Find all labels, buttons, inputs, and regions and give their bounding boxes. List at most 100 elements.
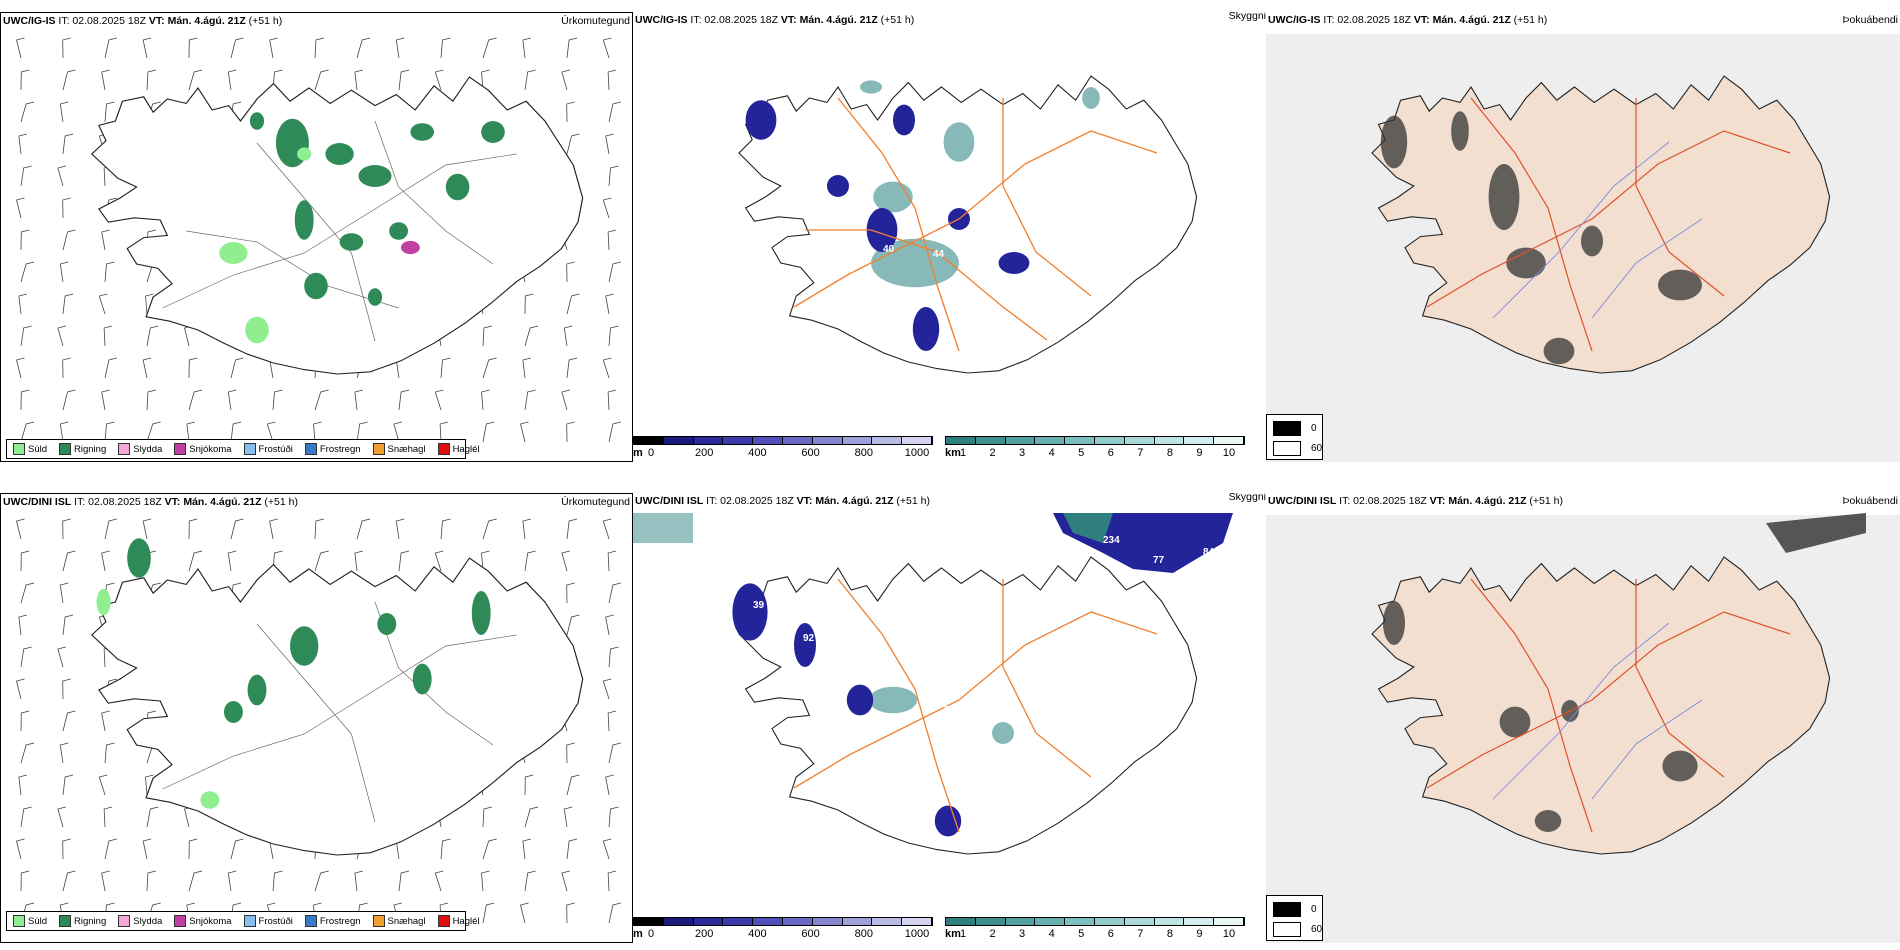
wind-barb: [602, 838, 612, 860]
panel-visibility-bottom: 234 77 84 60 39 58 92 70 30 85 55 53 12 Skyggni UWC/…: [633, 493, 1266, 943]
wind-barb: [101, 389, 110, 411]
visibility-value-label: 70: [943, 705, 955, 716]
wind-barb: [602, 357, 612, 379]
panel-precip-type-bottom: UWC/DINI ISL IT: 02.08.2025 18Z VT: Mán.…: [0, 493, 633, 943]
wind-barb: [566, 742, 575, 764]
panel-title: UWC/IG-IS IT: 02.08.2025 18Z VT: Mán. 4.…: [1268, 14, 1548, 26]
panel-right-title: Skyggni: [1228, 493, 1266, 503]
wind-barb: [566, 902, 575, 924]
wind-barb: [146, 69, 156, 91]
wind-barb: [101, 229, 110, 251]
wind-barb: [566, 261, 575, 283]
colorbar-tick: 400: [748, 447, 767, 459]
wind-barb: [566, 357, 578, 379]
colorbar-tick: 1000: [904, 447, 930, 459]
wind-barb: [62, 69, 76, 91]
panel-title: UWC/IG-IS IT: 02.08.2025 18Z VT: Mán. 4.…: [3, 15, 283, 27]
wind-barb: [269, 37, 278, 59]
wind-barb: [608, 325, 619, 347]
wind-barb: [16, 197, 25, 219]
wind-barb: [266, 421, 276, 443]
wind-barb: [20, 101, 35, 123]
legend-item: Frostúði: [243, 443, 293, 455]
wind-barb: [314, 550, 329, 572]
colorbar-tick: 4: [1048, 447, 1055, 459]
wind-barb: [20, 229, 30, 251]
wind-barb: [566, 421, 575, 443]
wind-barb: [62, 37, 71, 59]
wind-barb: [18, 293, 27, 315]
colorbar-tick: 9: [1196, 447, 1203, 459]
colorbar-tick: 8: [1166, 447, 1173, 459]
visibility-colorbar-m: m 0 200 400 600 800 1000: [633, 917, 938, 943]
wind-barb: [524, 325, 539, 347]
colorbar-tick: 3: [1019, 447, 1026, 459]
wind-barb: [20, 742, 35, 764]
wind-barb: [62, 614, 74, 636]
wind-barb: [524, 389, 536, 411]
legend-swatch: [372, 915, 385, 927]
legend-swatch: [174, 443, 187, 455]
wind-barb: [101, 69, 110, 91]
visibility-value-label: 73: [1003, 279, 1015, 290]
wind-barb: [20, 69, 30, 91]
colorbar-tick: 10: [1222, 447, 1236, 459]
visibility-value-label: 85: [723, 815, 735, 826]
wind-barb: [186, 421, 195, 443]
legend-label: Rigning: [74, 915, 107, 927]
legend-item: Frostúði: [243, 915, 293, 927]
wind-barb: [188, 69, 203, 91]
wind-barb: [101, 870, 110, 892]
wind-barb: [482, 357, 497, 379]
wind-barb: [393, 421, 402, 443]
panel-right-title: Úrkomutegund: [561, 15, 630, 27]
wind-barb: [566, 614, 580, 636]
panel-title: UWC/DINI ISL IT: 02.08.2025 18Z VT: Mán.…: [3, 496, 298, 508]
legend-item: Rigning: [59, 915, 106, 927]
visibility-map-bottom: 234 77 84 60 39 58 92 70 30 85 55 53 12: [633, 513, 1233, 886]
panel-right-title: Þokuábendi: [1842, 14, 1898, 26]
wind-barb: [561, 389, 570, 411]
wind-barb: [146, 870, 156, 892]
wind-barb: [608, 902, 621, 924]
visibility-colorbar-m: m 0 200 400 600 800 1000: [633, 436, 938, 462]
panel-fog-top: UWC/IG-IS IT: 02.08.2025 18Z VT: Mán. 4.…: [1266, 12, 1900, 462]
panel-fog-bottom: UWC/DINI ISL IT: 02.08.2025 18Z VT: Mán.…: [1266, 493, 1900, 943]
wind-barb: [62, 229, 76, 251]
legend-swatch: [13, 915, 25, 927]
wind-barb: [395, 37, 405, 59]
wind-barb: [602, 678, 612, 700]
panel-title: UWC/IG-IS IT: 02.08.2025 18Z VT: Mán. 4.…: [635, 14, 915, 26]
wind-barb: [62, 678, 71, 700]
colorbar-unit: m: [633, 447, 643, 459]
legend-label: Slydda: [133, 443, 163, 455]
colorbar-tick: 0: [647, 928, 655, 940]
legend-item: Slydda: [118, 915, 162, 927]
wind-barb: [605, 614, 614, 636]
wind-barb: [482, 902, 495, 924]
visibility-value-label: 53: [913, 875, 925, 886]
colorbar-unit: km: [945, 928, 961, 940]
wind-barb: [607, 710, 617, 732]
legend-swatch: [304, 915, 317, 927]
legend-swatch: [437, 443, 450, 455]
colorbar-tick: 4: [1048, 928, 1055, 940]
wind-barb: [481, 870, 490, 892]
colorbar-tick: 7: [1137, 928, 1144, 940]
visibility-value-label: 28: [923, 354, 935, 365]
wind-barb: [524, 550, 536, 572]
legend-swatch: [243, 443, 256, 455]
colorbar-tick: 5: [1078, 928, 1085, 940]
colorbar-tick: 1000: [904, 928, 930, 940]
colorbar-strip: [945, 917, 1245, 926]
legend-item: Rigning: [59, 443, 106, 455]
wind-barb: [103, 806, 113, 828]
wind-barb: [20, 421, 35, 443]
wind-barbs-top: [16, 37, 621, 443]
wind-barb: [18, 133, 27, 155]
wind-barb: [607, 229, 617, 251]
wind-barb: [608, 421, 621, 443]
legend-swatch: [118, 915, 131, 927]
wind-barb: [314, 870, 329, 892]
wind-barb: [354, 389, 363, 411]
